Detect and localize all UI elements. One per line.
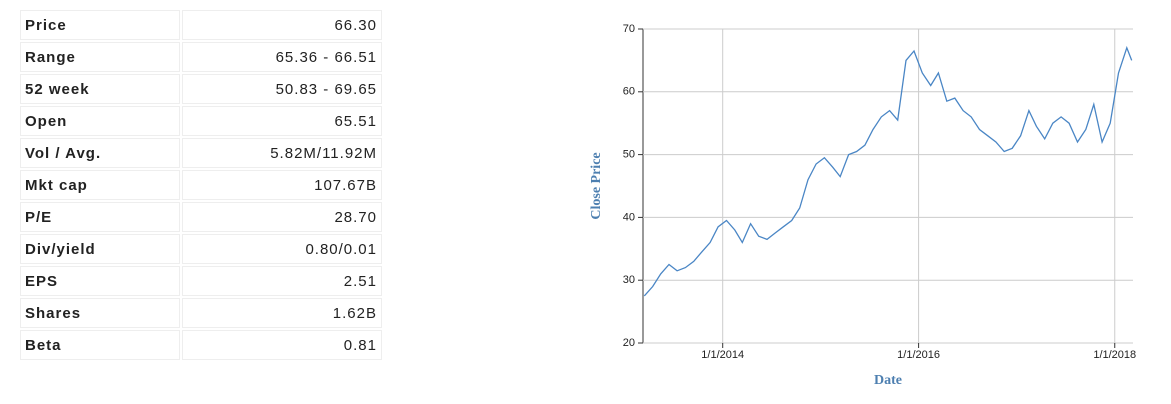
x-tick-label: 1/1/2018 xyxy=(1093,349,1136,361)
value: 107.67B xyxy=(182,170,382,200)
row: Beta 0.81 xyxy=(20,330,382,360)
label: Beta xyxy=(20,330,180,360)
value: 0.81 xyxy=(182,330,382,360)
label: Mkt cap xyxy=(20,170,180,200)
label: 52 week xyxy=(20,74,180,104)
label: EPS xyxy=(20,266,180,296)
value: 65.36 - 66.51 xyxy=(182,42,382,72)
label: Div/yield xyxy=(20,234,180,264)
y-axis-title: Close Price xyxy=(589,152,604,219)
value: 5.82M/11.92M xyxy=(182,138,382,168)
row: Open 65.51 xyxy=(20,106,382,136)
value: 0.80/0.01 xyxy=(182,234,382,264)
label: Range xyxy=(20,42,180,72)
label: P/E xyxy=(20,202,180,232)
y-tick-label: 30 xyxy=(623,274,635,286)
label: Open xyxy=(20,106,180,136)
row: Div/yield 0.80/0.01 xyxy=(20,234,382,264)
row: Mkt cap 107.67B xyxy=(20,170,382,200)
value: 28.70 xyxy=(182,202,382,232)
row: Shares 1.62B xyxy=(20,298,382,328)
row: 52 week 50.83 - 69.65 xyxy=(20,74,382,104)
row: Range 65.36 - 66.51 xyxy=(20,42,382,72)
quote-table: Price 66.30 Range 65.36 - 66.51 52 week 50.83… xyxy=(18,8,384,362)
value: 50.83 - 69.65 xyxy=(182,74,382,104)
label: Shares xyxy=(20,298,180,328)
value: 2.51 xyxy=(182,266,382,296)
y-tick-label: 60 xyxy=(623,86,635,98)
price-line xyxy=(643,45,1133,297)
label: Vol / Avg. xyxy=(20,138,180,168)
x-tick-label: 1/1/2014 xyxy=(701,349,744,361)
y-tick-label: 40 xyxy=(623,211,635,223)
label: Price xyxy=(20,10,180,40)
row: Price 66.30 xyxy=(20,10,382,40)
value: 65.51 xyxy=(182,106,382,136)
x-tick-label: 1/1/2016 xyxy=(897,349,940,361)
value: 1.62B xyxy=(182,298,382,328)
x-axis-title: Date xyxy=(874,373,902,388)
y-tick-label: 70 xyxy=(623,23,635,35)
value: 66.30 xyxy=(182,10,382,40)
y-tick-label: 50 xyxy=(623,149,635,161)
row: P/E 28.70 xyxy=(20,202,382,232)
row: Vol / Avg. 5.82M/11.92M xyxy=(20,138,382,168)
row: EPS 2.51 xyxy=(20,266,382,296)
y-tick-label: 20 xyxy=(623,337,635,349)
